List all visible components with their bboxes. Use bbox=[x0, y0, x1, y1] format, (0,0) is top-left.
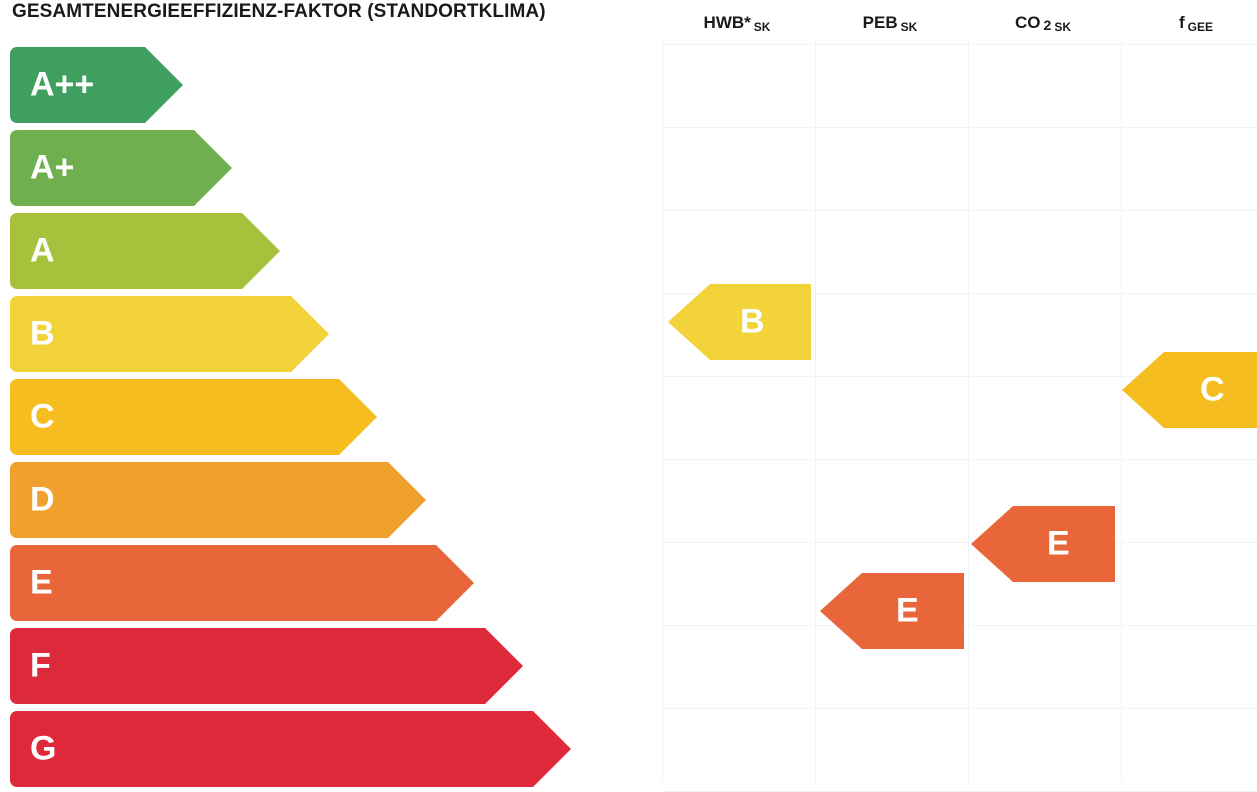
rating-arrow-peb bbox=[820, 573, 964, 649]
column-header-peb-sub: SK bbox=[900, 20, 918, 34]
grid-line-vertical bbox=[1121, 40, 1122, 783]
scale-bar-7: F bbox=[10, 628, 523, 704]
column-header-co2-main: CO bbox=[1015, 13, 1041, 32]
rating-marker-peb: E bbox=[820, 573, 964, 649]
column-header-peb: PEB SK bbox=[815, 13, 965, 34]
scale-bar-tip bbox=[531, 711, 571, 787]
column-header-peb-main: PEB bbox=[862, 13, 898, 32]
grid-line-horizontal bbox=[662, 708, 1257, 709]
scale-label: C bbox=[30, 397, 55, 436]
rating-label-peb: E bbox=[896, 591, 919, 630]
grid-line-horizontal bbox=[662, 542, 1257, 543]
scale-bar-8: G bbox=[10, 711, 571, 787]
scale-label: B bbox=[30, 314, 55, 353]
scale-label: G bbox=[30, 729, 57, 768]
scale-label: F bbox=[30, 646, 51, 685]
scale-bar-1: A+ bbox=[10, 130, 232, 206]
grid-line-horizontal bbox=[662, 459, 1257, 460]
column-header-hwb-sub: SK bbox=[753, 20, 771, 34]
grid-line-horizontal bbox=[662, 127, 1257, 128]
rating-arrow-hwb bbox=[668, 284, 811, 360]
scale-bar-tip bbox=[483, 628, 523, 704]
scale-bar-tip bbox=[434, 545, 474, 621]
scale-bar-2: A bbox=[10, 213, 280, 289]
scale-bar-4: C bbox=[10, 379, 377, 455]
column-header-fgee-sub: GEE bbox=[1187, 20, 1213, 34]
scale-label: A bbox=[30, 231, 55, 270]
grid-line-vertical bbox=[968, 40, 969, 783]
rating-arrow-co2 bbox=[971, 506, 1115, 582]
grid-line-vertical bbox=[815, 40, 816, 783]
scale-label: E bbox=[30, 563, 53, 602]
rating-marker-co2: E bbox=[971, 506, 1115, 582]
rating-label-hwb: B bbox=[740, 302, 765, 341]
grid-line-horizontal bbox=[662, 210, 1257, 211]
scale-bar-3: B bbox=[10, 296, 329, 372]
column-header-co2-sub: SK bbox=[1054, 20, 1071, 34]
scale-bar-tip bbox=[386, 462, 426, 538]
scale-bar-6: E bbox=[10, 545, 474, 621]
scale-bar-tip bbox=[143, 47, 183, 123]
scale-bar-0: A++ bbox=[10, 47, 183, 123]
scale-bar-tip bbox=[289, 296, 329, 372]
scale-bar-tip bbox=[240, 213, 280, 289]
scale-label: D bbox=[30, 480, 55, 519]
scale-label: A++ bbox=[30, 65, 95, 104]
rating-marker-hwb: B bbox=[668, 284, 811, 360]
column-header-co2-mid: 2 bbox=[1043, 17, 1052, 33]
column-header-fgee: f GEE bbox=[1121, 13, 1257, 34]
scale-label: A+ bbox=[30, 148, 75, 187]
column-header-hwb: HWB* SK bbox=[662, 13, 812, 34]
grid-line-horizontal bbox=[662, 44, 1257, 45]
grid-line-horizontal bbox=[662, 293, 1257, 294]
rating-arrow-fgee bbox=[1122, 352, 1257, 428]
column-header-co2: CO 2 SK bbox=[968, 13, 1118, 34]
page-title: GESAMTENERGIEEFFIZIENZ-FAKTOR (STANDORTK… bbox=[12, 1, 546, 22]
grid-line-vertical bbox=[662, 40, 663, 783]
scale-bar-tip bbox=[337, 379, 377, 455]
rating-label-fgee: C bbox=[1200, 370, 1225, 409]
column-header-fgee-main: f bbox=[1178, 13, 1185, 32]
rating-marker-fgee: C bbox=[1122, 352, 1257, 428]
rating-label-co2: E bbox=[1047, 524, 1070, 563]
grid-line-horizontal bbox=[662, 376, 1257, 377]
scale-bar-5: D bbox=[10, 462, 426, 538]
scale-bar-tip bbox=[192, 130, 232, 206]
column-header-hwb-main: HWB* bbox=[703, 13, 751, 32]
